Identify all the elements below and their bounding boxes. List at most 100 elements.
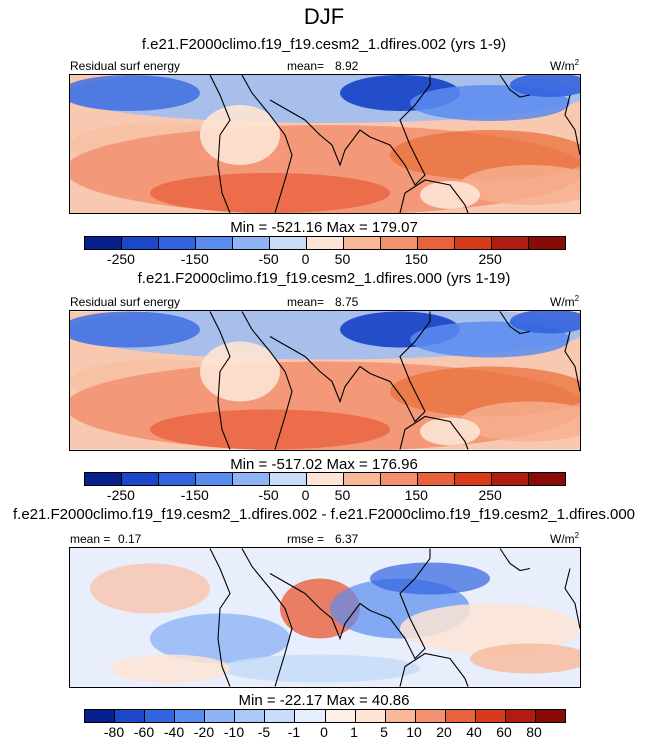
- colorbar-tick-label: -50: [258, 487, 279, 503]
- colorbar-tick-label: -10: [223, 724, 245, 740]
- colorbar-swatch: [325, 710, 356, 722]
- colorbar-swatch: [122, 237, 159, 249]
- panel3-case-title: f.e21.F2000climo.f19_f19.cesm2_1.dfires.…: [12, 506, 636, 523]
- colorbar-swatch: [270, 473, 307, 485]
- colorbar-swatch: [196, 473, 233, 485]
- colorbar-swatch: [295, 710, 326, 722]
- colorbar-swatch: [145, 710, 176, 722]
- colorbar-swatch: [344, 237, 381, 249]
- colorbar-tick-label: 250: [478, 487, 502, 503]
- colorbar-swatch: [175, 710, 206, 722]
- colorbar-tick-label: 20: [436, 724, 452, 740]
- colorbar-swatch: [381, 473, 418, 485]
- panel2-mean-label: mean=: [287, 295, 325, 309]
- colorbar-swatch: [85, 710, 116, 722]
- colorbar-tick-label: 150: [404, 251, 428, 267]
- colorbar-swatch: [455, 237, 492, 249]
- colorbar-tick-label: -150: [180, 251, 209, 267]
- colorbar-swatch: [159, 473, 196, 485]
- colorbar-tick-label: -250: [106, 487, 135, 503]
- panel1-map: [69, 74, 581, 214]
- colorbar-swatch: [505, 710, 536, 722]
- panel2-variable: Residual surf energy: [70, 295, 181, 309]
- colorbar-tick-label: -60: [133, 724, 155, 740]
- panel1-variable: Residual surf energy: [70, 59, 181, 73]
- panel1-units: W/m2: [550, 58, 580, 73]
- colorbar-swatch: [235, 710, 266, 722]
- panel1-mean-value: 8.92: [335, 59, 359, 73]
- colorbar-swatch: [307, 473, 344, 485]
- colorbar-swatch: [270, 237, 307, 249]
- colorbar-swatch: [205, 710, 236, 722]
- colorbar-swatch: [122, 473, 159, 485]
- colorbar-swatch: [115, 710, 146, 722]
- colorbar-tick-label: -80: [103, 724, 125, 740]
- colorbar-tick-label: -5: [257, 724, 271, 740]
- panel2-mean-value: 8.75: [335, 295, 359, 309]
- panel1-mean-label: mean=: [287, 59, 325, 73]
- colorbar-swatch: [535, 710, 565, 722]
- colorbar-tick-label: -50: [258, 251, 279, 267]
- panel3-mean-label: mean =: [70, 532, 111, 546]
- colorbar-tick-label: 5: [380, 724, 388, 740]
- panel1-case-title: f.e21.F2000climo.f19_f19.cesm2_1.dfires.…: [141, 36, 507, 53]
- panel2-colorbar: [84, 472, 566, 486]
- colorbar-swatch: [455, 473, 492, 485]
- colorbar-swatch: [529, 473, 565, 485]
- colorbar-tick-label: 40: [466, 724, 482, 740]
- colorbar-swatch: [381, 237, 418, 249]
- map-field: [70, 311, 580, 450]
- map-field: [70, 548, 580, 687]
- colorbar-swatch: [529, 237, 565, 249]
- colorbar-swatch: [196, 237, 233, 249]
- map-field: [70, 75, 580, 213]
- colorbar-tick-label: 10: [406, 724, 422, 740]
- colorbar-swatch: [307, 237, 344, 249]
- panel3-rmse-label: rmse =: [287, 532, 325, 546]
- panel3-minmax: Min = -22.17 Max = 40.86: [238, 692, 410, 709]
- panel3-units: W/m2: [550, 531, 580, 546]
- panel2-minmax: Min = -517.02 Max = 176.96: [230, 456, 418, 473]
- colorbar-swatch: [355, 710, 386, 722]
- colorbar-tick-label: 0: [301, 487, 310, 503]
- colorbar-swatch: [233, 473, 270, 485]
- colorbar-tick-label: 80: [526, 724, 542, 740]
- colorbar-swatch: [85, 237, 122, 249]
- panel3-rmse-value: 6.37: [335, 532, 359, 546]
- colorbar-tick-label: 50: [334, 487, 351, 503]
- panel3-mean-value: 0.17: [118, 532, 142, 546]
- colorbar-tick-label: 1: [350, 724, 358, 740]
- panel2-units: W/m2: [550, 294, 580, 309]
- colorbar-swatch: [418, 473, 455, 485]
- panel3-colorbar: [84, 709, 566, 723]
- colorbar-swatch: [265, 710, 296, 722]
- colorbar-swatch: [415, 710, 446, 722]
- main-title: DJF: [303, 4, 345, 29]
- colorbar-swatch: [492, 237, 529, 249]
- panel3-map: [69, 547, 581, 688]
- colorbar-tick-label: 50: [334, 251, 351, 267]
- colorbar-swatch: [445, 710, 476, 722]
- colorbar-tick-label: -40: [163, 724, 185, 740]
- panel1-minmax: Min = -521.16 Max = 179.07: [230, 219, 418, 236]
- panel2-map: [69, 310, 581, 451]
- colorbar-swatch: [233, 237, 270, 249]
- colorbar-swatch: [344, 473, 381, 485]
- colorbar-swatch: [492, 473, 529, 485]
- colorbar-swatch: [418, 237, 455, 249]
- colorbar-swatch: [159, 237, 196, 249]
- colorbar-tick-label: 60: [496, 724, 512, 740]
- panel2-case-title: f.e21.F2000climo.f19_f19.cesm2_1.dfires.…: [137, 270, 511, 287]
- colorbar-swatch: [385, 710, 416, 722]
- colorbar-tick-label: -150: [180, 487, 209, 503]
- colorbar-tick-label: -1: [287, 724, 301, 740]
- colorbar-tick-label: 250: [478, 251, 502, 267]
- colorbar-tick-label: -20: [193, 724, 215, 740]
- colorbar-swatch: [475, 710, 506, 722]
- colorbar-tick-label: 0: [301, 251, 310, 267]
- colorbar-tick-label: 0: [320, 724, 328, 740]
- colorbar-tick-label: 150: [404, 487, 428, 503]
- colorbar-tick-label: -250: [106, 251, 135, 267]
- panel1-colorbar: [84, 236, 566, 250]
- colorbar-swatch: [85, 473, 122, 485]
